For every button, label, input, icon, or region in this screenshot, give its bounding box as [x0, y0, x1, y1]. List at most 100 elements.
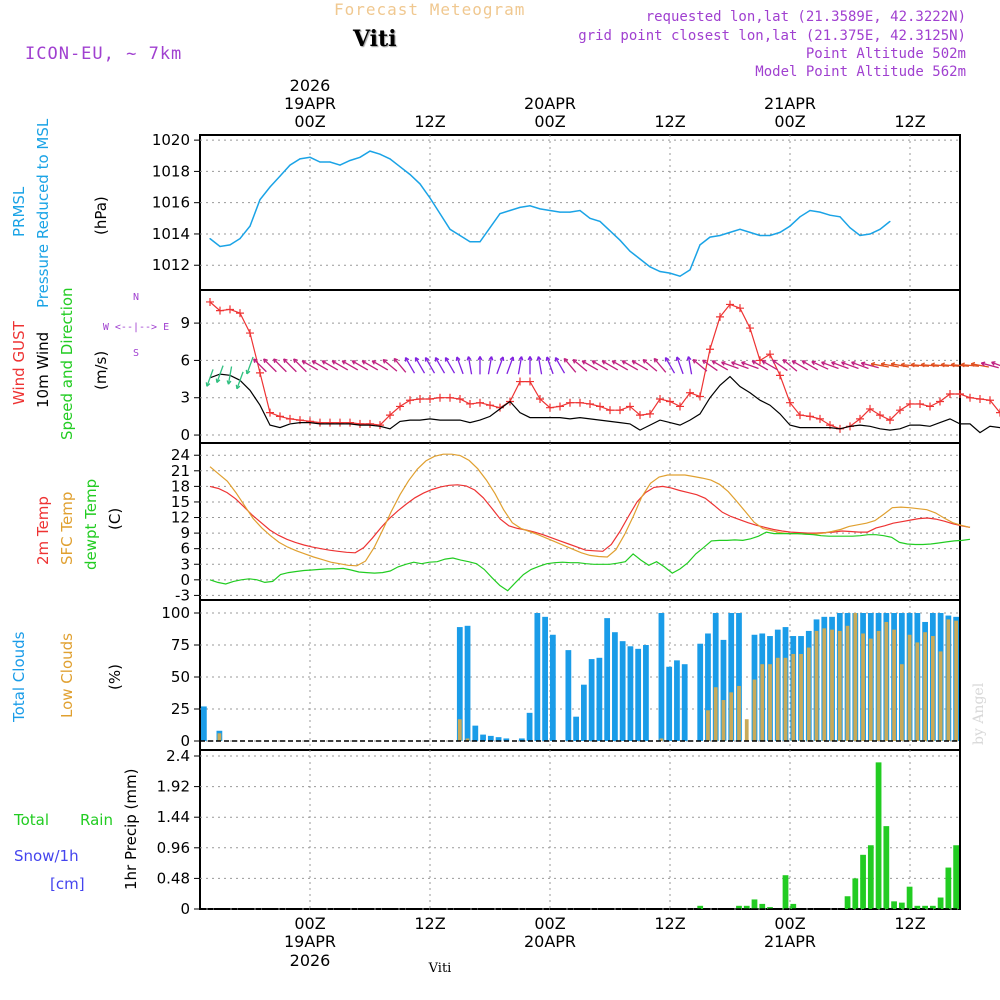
wind-direction-arrow [821, 361, 839, 370]
low-cloud-bar [706, 710, 710, 741]
pressure-point [809, 209, 811, 212]
gust-marker [226, 305, 234, 314]
wind-direction-arrow [991, 361, 1000, 367]
pressure-point [869, 233, 871, 235]
wind-arrow-head [791, 360, 797, 365]
wind-arrow-head [477, 356, 483, 361]
wind-direction-arrow [273, 358, 287, 373]
pressure-point [399, 166, 401, 168]
wind-direction-arrow [642, 359, 658, 372]
low-cloud-bar [721, 700, 726, 741]
gust-marker [996, 408, 1000, 417]
chart-title: Forecast Meteogram [334, 0, 526, 19]
dewpt-line [209, 531, 971, 592]
ytick-label: 6 [180, 351, 190, 369]
wind-speed-line [209, 373, 1000, 434]
wind-arrow-head [675, 356, 681, 361]
temp2m-line [209, 484, 971, 554]
total-cloud-bar [472, 725, 479, 741]
top-time-label: 12Z [414, 112, 445, 131]
clouds-panel: 0 25 50 75 100 Total Clouds Low Clouds (%) by An… [10, 599, 987, 751]
gust-marker [596, 402, 604, 411]
pressure-point [629, 250, 631, 252]
pressure-point [549, 209, 551, 212]
total-cloud-bar [612, 632, 618, 741]
wind-direction-arrow [382, 359, 398, 372]
wind-arrow-head [253, 358, 258, 364]
pressure-point [419, 183, 421, 185]
wind-arrow-head [686, 356, 692, 361]
low-cloud-bar [822, 628, 827, 741]
total-cloud-bar [681, 664, 688, 741]
wind-direction-arrow [311, 360, 329, 371]
gust-marker [726, 300, 734, 309]
ytick-label: 1014 [152, 225, 190, 243]
sfc-temp-label: SFC Temp [58, 492, 76, 565]
temperature-frame [199, 442, 961, 601]
pressure-point [649, 266, 651, 268]
pressure-point [439, 213, 441, 215]
pressure-point [669, 272, 671, 274]
wind-arrow-head [731, 361, 736, 366]
pressure-point [299, 158, 301, 160]
rain-bar [844, 896, 851, 909]
bottom-time-label: 12Z [414, 914, 445, 933]
pressure-point [639, 258, 641, 260]
pressure-point [499, 213, 501, 215]
total-cloud-bar [604, 618, 611, 741]
rain-bar [743, 905, 750, 909]
pressure-point [389, 158, 391, 160]
gust-marker [866, 404, 874, 413]
wind-direction-arrow [950, 363, 970, 367]
pressure-point [289, 164, 291, 166]
wind-direction-arrow [611, 360, 629, 371]
wind-direction-arrow [721, 361, 739, 370]
wind-arrow-head [545, 356, 551, 361]
bottom-time-label: 00Z [294, 914, 325, 933]
gust-marker [206, 297, 214, 306]
low-cloud-bar [876, 630, 881, 741]
low-cloud-bar [837, 630, 842, 741]
gust-marker [246, 329, 254, 338]
wind-arrow-head [870, 361, 876, 367]
top-time-label: 00Z [774, 112, 805, 131]
wind-arrow-head [444, 357, 450, 362]
wind-direction-arrow [881, 363, 899, 368]
rain-bar [867, 845, 874, 909]
wind-direction-arrow [801, 360, 819, 371]
gust-marker [736, 304, 744, 313]
low-cloud-bar [744, 719, 749, 741]
wind-arrow-head [801, 360, 807, 365]
gust-marker [966, 393, 974, 402]
pressure-point [339, 164, 341, 166]
rain-bar [929, 905, 936, 909]
wind-direction-arrow [581, 360, 599, 371]
wind-direction-arrow [293, 358, 307, 373]
gust-marker [786, 398, 794, 407]
total-cloud-bar [495, 737, 502, 741]
gust-marker [266, 408, 274, 417]
wind-arrow-head [702, 359, 707, 365]
wind-direction-arrow [751, 360, 769, 371]
ytick-label: 0 [180, 732, 190, 750]
rain-bar [860, 854, 866, 909]
rain-bar [953, 845, 959, 909]
wind-speed-direction-label: Speed and Direction [58, 287, 76, 440]
bottom-date-label: 20APR [524, 932, 576, 951]
rain-bar [782, 875, 789, 909]
ytick-label: 1016 [152, 194, 190, 212]
wind-arrow-head [226, 380, 232, 385]
gust-marker [366, 419, 374, 428]
wind-arrow-head [991, 361, 996, 366]
pressure-point [879, 228, 881, 230]
model-point-altitude: Model Point Altitude 562m [755, 64, 966, 80]
ytick-label: -3 [175, 586, 190, 604]
wind-direction-arrow [601, 360, 619, 371]
total-cloud-bar [503, 738, 510, 741]
gust-marker [326, 418, 334, 427]
rain-bar [914, 905, 921, 909]
gridpoint-coords: grid point closest lon,lat (21.375E, 42.… [578, 28, 966, 44]
wind-direction-arrow [772, 359, 788, 372]
ytick-label: 2.4 [166, 747, 190, 765]
